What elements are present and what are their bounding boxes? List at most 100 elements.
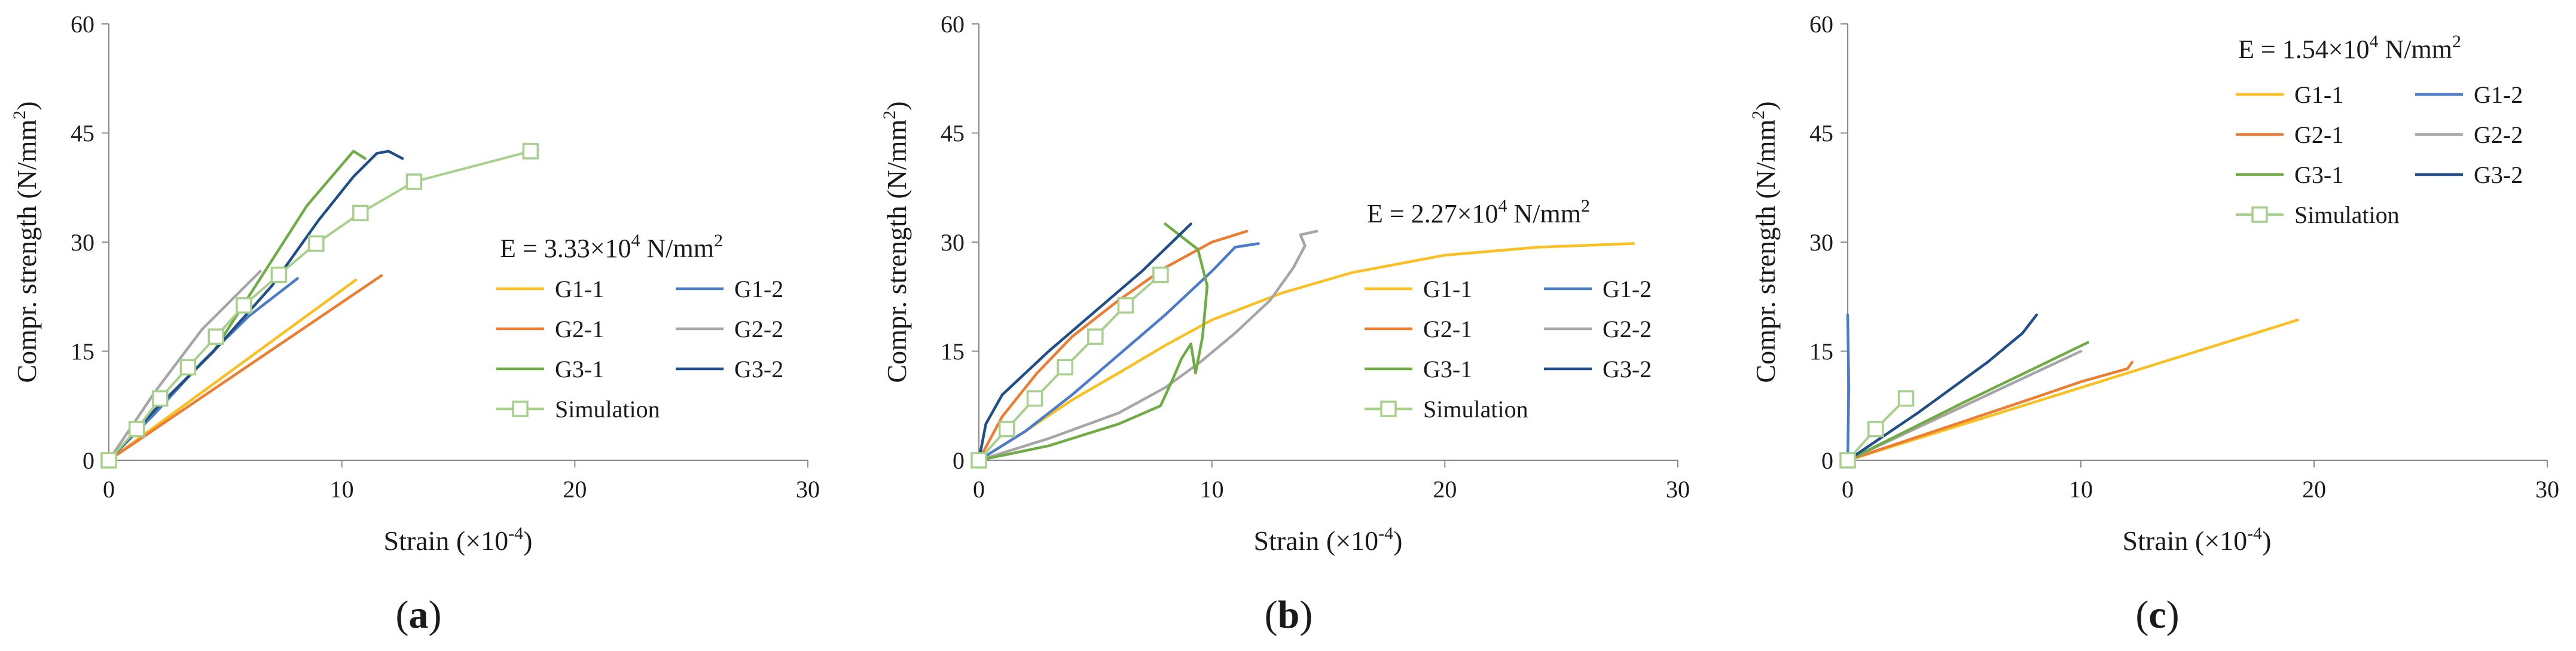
series-line-g1-1 [1846,318,2299,462]
series-line-g2-1 [977,230,1249,462]
y-tick-label: 45 [1809,120,1833,147]
x-axis-label-main: Strain (×10 [2123,525,2248,556]
y-tick-label: 15 [941,338,965,365]
legend-label-text: Simulation [555,396,660,423]
legend-label-text: Simulation [2294,201,2400,228]
series-line-g1-1 [977,242,1635,462]
x-tick-label: 0 [103,476,115,503]
legend-label: G2-1 [2294,121,2343,148]
legend-label-text: G3-2 [2474,161,2523,188]
modulus-annotation-end: N/mm [1507,199,1581,228]
y-tick-text: 45 [941,120,965,147]
legend-label: G3-2 [2474,161,2523,188]
legend-label-text: G2-1 [2294,121,2343,148]
panel-label: (b) [1265,593,1313,637]
series-line-g1-2 [1846,313,1851,462]
x-axis-label-sup: -4 [1378,524,1393,543]
y-tick-text: 0 [953,447,965,474]
y-tick-text: 15 [71,338,94,365]
x-tick-text: 30 [2535,476,2559,503]
legend-label-text: G1-2 [1603,276,1652,302]
series-line-g1-2 [977,242,1260,462]
simulation-marker [1839,452,1856,469]
modulus-annotation-sup2: 2 [2452,32,2461,51]
legend-label: G1-2 [734,276,783,302]
x-tick-label: 10 [330,476,354,503]
legend-label-text: G2-1 [555,316,604,343]
modulus-annotation: E = 3.33×104 N/mm2 [500,231,723,263]
series-line-g3-2 [107,149,404,462]
legend: G1-1 G1-2 G2-1 G2-2 G3-1 G3-2 Simulation [496,276,783,423]
x-axis-label-main: Strain (×10 [384,525,509,556]
y-tick-text: 30 [71,229,94,256]
y-tick-text: 30 [941,229,965,256]
x-axis-label-end: ) [1393,525,1402,556]
legend-marker-simulation [2251,206,2268,223]
legend-label: Simulation [2294,201,2400,228]
y-tick-text: 30 [1809,229,1833,256]
simulation-marker [1087,328,1104,345]
series-line-g2-1 [107,274,383,462]
simulation-marker [999,420,1015,438]
panel-label: (a) [396,593,442,637]
series-line-g1-1 [107,279,358,462]
x-tick-label: 20 [563,476,587,503]
legend-label-text: Simulation [1423,396,1528,423]
simulation-marker [179,359,197,376]
simulation-marker [1152,267,1169,283]
legend-label: G1-1 [555,276,604,302]
y-axis-label-sup: 2 [880,111,899,120]
modulus-annotation: E = 1.54×104 N/mm2 [2238,32,2461,64]
series-line-g3-1 [1846,341,2089,462]
legend-marker-simulation [512,401,529,417]
y-axis-label: Compr. strength (N/mm2) [880,101,912,383]
y-tick-label: 0 [953,447,965,474]
legend-label-text: G3-1 [1423,356,1472,383]
y-tick-text: 45 [71,120,94,147]
x-tick-label: 30 [796,476,820,503]
simulation-marker [1897,390,1915,407]
panel-label-open: ( [1265,593,1278,637]
panel-label-open: ( [396,593,409,637]
legend-label: G2-2 [734,316,783,343]
simulation-marker [236,297,252,314]
legend-label-text: G3-1 [555,356,604,383]
legend-label: G2-1 [555,316,604,343]
x-tick-label: 20 [1433,476,1457,503]
x-tick-text: 0 [1842,476,1854,503]
legend-label: G3-2 [1603,356,1652,383]
y-tick-text: 0 [83,447,94,474]
x-axis-label-end: ) [2262,525,2271,556]
panel-label-open: ( [2135,593,2148,637]
y-tick-text: 60 [71,11,94,38]
legend-label: G1-2 [1603,276,1652,302]
x-tick-label: 30 [2535,476,2559,503]
x-tick-text: 0 [103,476,115,503]
legend: G1-1 G1-2 G2-1 G2-2 G3-1 G3-2 Simulation [1365,276,1652,423]
y-axis-label-main: Compr. strength (N/mm [1750,120,1781,383]
y-axis-label-end: ) [11,101,42,110]
y-tick-label: 15 [1809,338,1833,365]
y-tick-text: 60 [1809,11,1833,38]
y-axis-label-end: ) [1750,101,1781,110]
y-axis-label-sup: 2 [10,111,29,120]
y-tick-text: 15 [1809,338,1833,365]
legend-label: G3-1 [555,356,604,383]
x-tick-label: 10 [1200,476,1224,503]
legend-label: G3-2 [734,356,783,383]
legend-label: G2-2 [2474,121,2523,148]
x-tick-label: 20 [2302,476,2326,503]
y-tick-label: 60 [1809,11,1833,38]
x-tick-text: 30 [1666,476,1690,503]
x-tick-label: 30 [1666,476,1690,503]
series-line-g2-1 [1846,360,2134,462]
x-tick-text: 10 [2069,476,2093,503]
simulation-marker [100,452,117,469]
legend-label-text: G3-1 [2294,161,2343,188]
y-axis-label-sup: 2 [1748,111,1768,120]
panel-label-letter: b [1278,593,1300,637]
x-axis-label-end: ) [523,525,532,556]
